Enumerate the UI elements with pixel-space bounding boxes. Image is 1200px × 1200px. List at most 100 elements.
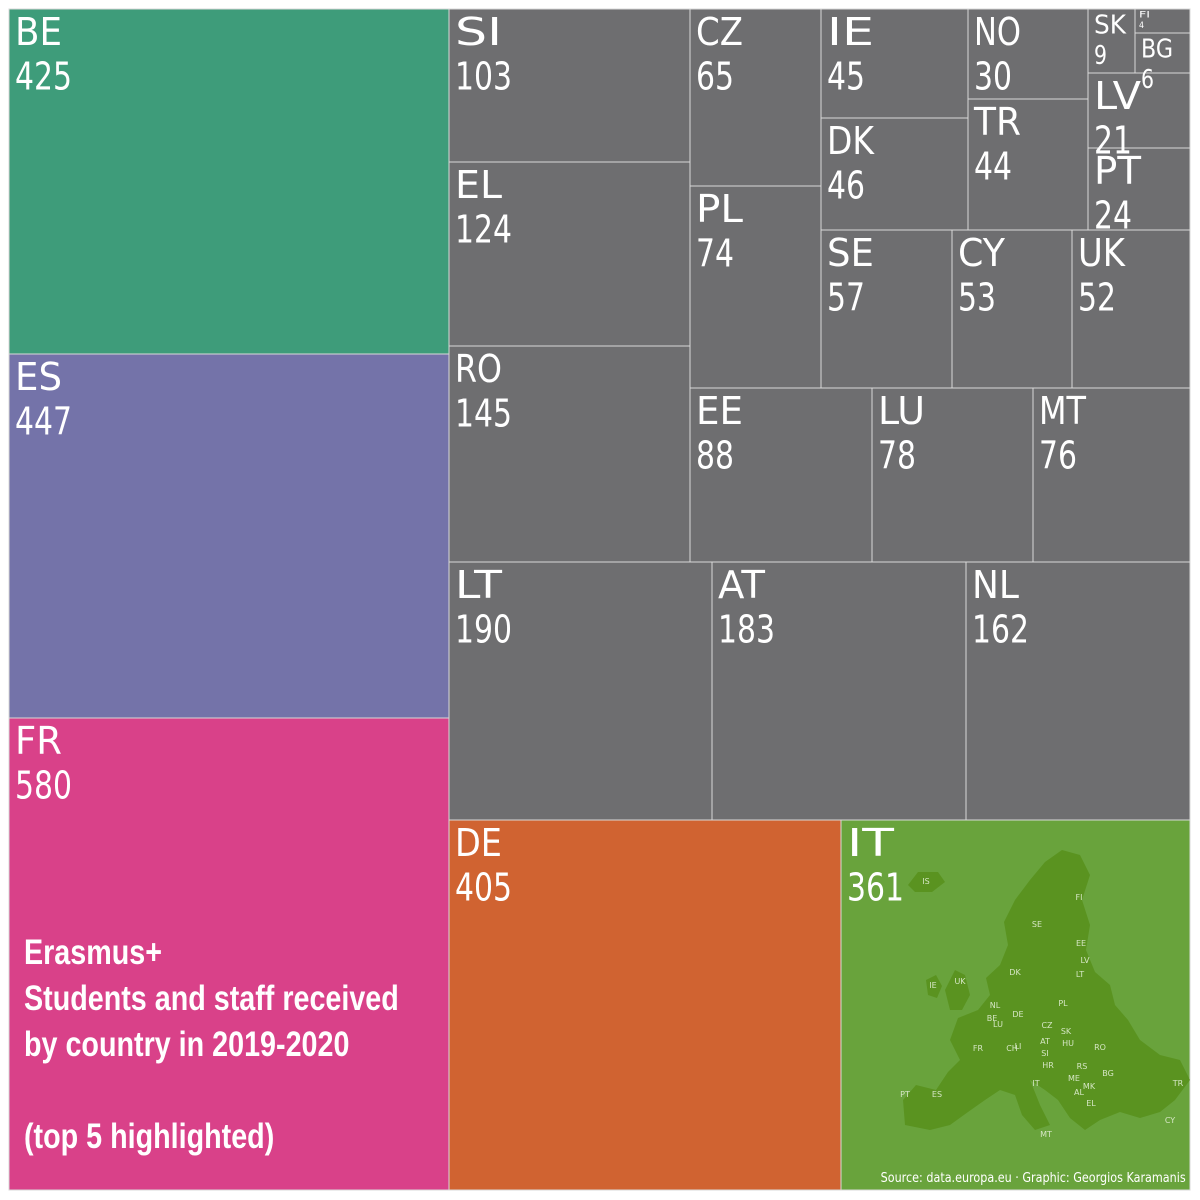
europe-map-landmass: [903, 850, 1190, 1130]
treemap-country-label-el: EL: [455, 163, 502, 207]
treemap-value-label-lt: 190: [455, 608, 512, 652]
europe-map-ireland: [926, 975, 942, 998]
treemap-value-label-be: 425: [15, 55, 72, 99]
treemap-country-label-ee: EE: [696, 389, 743, 433]
map-label-pl: PL: [1058, 999, 1068, 1008]
chart-subtitle-line-2: by country in 2019-2020: [24, 1025, 350, 1064]
treemap-country-label-sk: SK: [1094, 11, 1127, 41]
map-label-bg: BG: [1102, 1069, 1114, 1078]
map-label-uk: UK: [954, 977, 966, 986]
map-label-lv: LV: [1080, 956, 1090, 965]
treemap-rect-sk: [1087, 8, 1136, 74]
treemap-value-label-ie: 45: [827, 55, 865, 99]
treemap-value-label-es: 447: [15, 400, 72, 444]
treemap-value-label-at: 183: [718, 608, 775, 652]
treemap-rect-es: [8, 353, 450, 719]
map-label-al: AL: [1074, 1088, 1084, 1097]
treemap-cells: FR580ES447BE425DE405IT361LT190AT183NL162…: [8, 8, 1191, 1191]
treemap-country-label-at: AT: [718, 563, 766, 607]
map-label-es: ES: [932, 1090, 942, 1099]
treemap-value-label-tr: 44: [974, 145, 1012, 189]
treemap-rect-pt: [1087, 147, 1191, 231]
treemap-country-label-cz: CZ: [696, 10, 743, 54]
treemap-value-label-lv: 21: [1094, 119, 1132, 163]
map-label-it: IT: [1032, 1079, 1039, 1088]
treemap-value-label-lu: 78: [878, 434, 916, 478]
treemap-rect-lu: [871, 387, 1034, 563]
source-caption: Source: data.europa.eu · Graphic: Georgi…: [880, 1171, 1186, 1186]
chart-note: (top 5 highlighted): [24, 1117, 275, 1156]
treemap-country-label-it: IT: [847, 821, 895, 865]
map-label-li: LI: [1015, 1042, 1022, 1051]
treemap-country-label-lt: LT: [455, 563, 503, 607]
map-label-si: SI: [1041, 1049, 1048, 1058]
treemap-country-label-pt: PT: [1094, 149, 1142, 193]
treemap-cell-bg: BG6: [1134, 32, 1191, 95]
europe-map-iceland: [908, 872, 945, 892]
treemap-country-label-no: NO: [974, 10, 1021, 54]
treemap-rect-el: [448, 161, 691, 347]
treemap-rect-be: [8, 8, 450, 355]
treemap-value-label-cy: 53: [958, 276, 996, 320]
treemap-country-label-ie: IE: [827, 10, 874, 54]
treemap-country-label-de: DE: [455, 821, 502, 865]
treemap-value-label-se: 57: [827, 276, 865, 320]
map-label-tr: TR: [1172, 1079, 1184, 1088]
map-label-ro: RO: [1094, 1043, 1106, 1052]
map-label-se: SE: [1032, 920, 1042, 929]
map-label-at: AT: [1040, 1037, 1050, 1046]
europe-map-uk: [945, 970, 970, 1010]
treemap-country-label-lu: LU: [878, 389, 925, 433]
treemap-rect-fi: [1134, 8, 1191, 34]
map-label-cy: CY: [1165, 1116, 1175, 1125]
map-label-rs: RS: [1077, 1062, 1088, 1071]
treemap-value-label-de: 405: [455, 866, 512, 910]
treemap-rect-ie: [820, 8, 969, 119]
treemap-rect-ro: [448, 345, 691, 563]
map-label-nl: NL: [990, 1001, 1001, 1010]
map-label-is: IS: [922, 877, 929, 886]
treemap-rect-no: [967, 8, 1089, 100]
treemap-country-label-uk: UK: [1078, 231, 1126, 275]
treemap-rect-si: [448, 8, 691, 163]
treemap-value-label-fi: 4: [1139, 21, 1144, 31]
treemap-cell-fi: FI4: [1134, 8, 1191, 34]
map-label-pt: PT: [900, 1090, 910, 1099]
map-label-ee: EE: [1076, 939, 1086, 948]
treemap-value-label-pt: 24: [1094, 194, 1132, 238]
map-label-be: BE: [987, 1014, 998, 1023]
treemap-rect-at: [711, 561, 967, 821]
map-label-hr: HR: [1042, 1061, 1054, 1070]
chart-subtitle-line-1: Students and staff received: [24, 979, 399, 1018]
treemap-value-label-cz: 65: [696, 55, 734, 99]
treemap-value-label-nl: 162: [972, 608, 1029, 652]
treemap-value-label-pl: 74: [696, 232, 734, 276]
treemap-country-label-ro: RO: [455, 347, 502, 391]
treemap-value-label-dk: 46: [827, 164, 865, 208]
treemap-value-label-el: 124: [455, 208, 512, 252]
treemap-country-label-si: SI: [455, 10, 502, 54]
treemap-rect-dk: [820, 117, 969, 231]
chart-title: Erasmus+: [24, 933, 163, 972]
map-label-hu: HU: [1062, 1039, 1074, 1048]
treemap-value-label-si: 103: [455, 55, 512, 99]
map-label-lu: LU: [993, 1020, 1003, 1029]
map-label-de: DE: [1012, 1010, 1023, 1019]
